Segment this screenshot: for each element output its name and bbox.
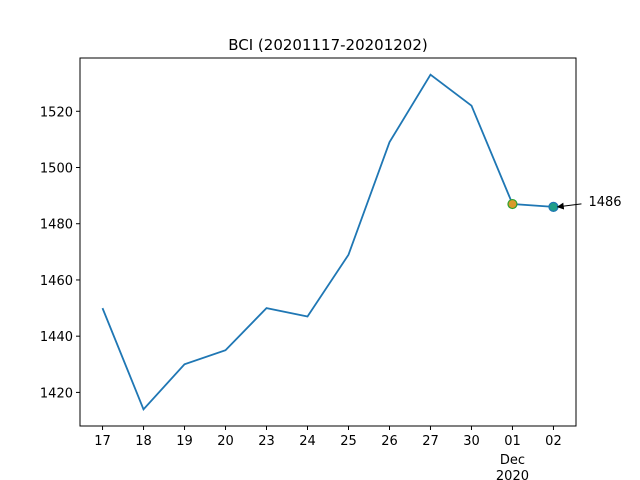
highlight-marker xyxy=(507,198,518,210)
x-tick-label: 01 xyxy=(504,434,521,449)
annotation-label: 1486 xyxy=(588,195,621,210)
x-tick-label: 27 xyxy=(422,434,439,449)
x-tick-label: 23 xyxy=(258,434,275,449)
y-tick-label: 1420 xyxy=(40,386,73,401)
highlight-marker xyxy=(548,201,559,212)
x-tick-label: 25 xyxy=(340,434,357,449)
plot-frame xyxy=(79,57,577,427)
y-tick-label: 1460 xyxy=(40,274,73,289)
line-series xyxy=(101,73,554,411)
x-tick-label: 30 xyxy=(463,434,480,449)
x-tick-label: 18 xyxy=(135,434,152,449)
y-tick-label: 1500 xyxy=(40,162,73,177)
x-tick-label: 19 xyxy=(176,434,193,449)
y-tick-label: 1440 xyxy=(40,330,73,345)
x-tick-label: 02 xyxy=(545,434,562,449)
x-tick-label: 20 xyxy=(217,434,234,449)
x-tick-label: 17 xyxy=(94,434,111,449)
chart-title: BCI (20201117-20201202) xyxy=(228,36,428,54)
y-tick-label: 1520 xyxy=(40,105,73,120)
x-tick-label: 26 xyxy=(381,434,398,449)
annotation-arrow xyxy=(556,202,582,210)
y-tick-label: 1480 xyxy=(40,218,73,233)
x-tick-sublabel: Dec xyxy=(500,453,525,468)
x-tick-label: 24 xyxy=(299,434,316,449)
x-tick-sublabel: 2020 xyxy=(496,469,529,480)
